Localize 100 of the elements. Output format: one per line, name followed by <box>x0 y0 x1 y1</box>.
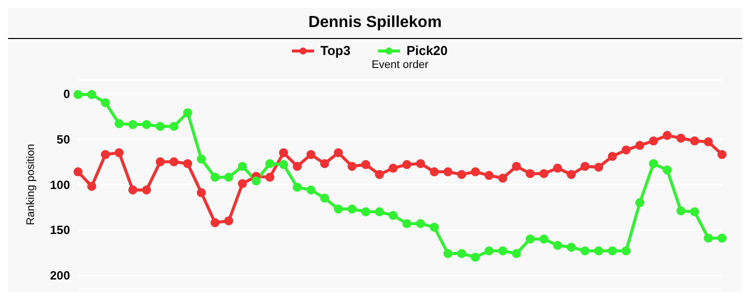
point <box>183 108 192 118</box>
point <box>635 198 644 208</box>
point <box>635 140 644 150</box>
point <box>430 167 439 176</box>
point <box>498 174 508 183</box>
y-tick-label: 0 <box>63 86 70 101</box>
point <box>334 204 343 214</box>
point <box>238 179 247 188</box>
y-tick-label: 100 <box>50 178 70 192</box>
point <box>169 122 178 131</box>
point <box>416 219 426 228</box>
point <box>648 136 658 146</box>
point <box>306 150 316 160</box>
point <box>402 219 412 228</box>
point <box>74 90 82 100</box>
point <box>114 119 124 128</box>
point <box>704 137 713 146</box>
point <box>484 170 494 180</box>
point <box>320 159 330 168</box>
point <box>348 204 357 214</box>
point <box>128 120 138 130</box>
point <box>196 154 206 164</box>
legend-label: Pick20 <box>406 43 448 58</box>
point <box>622 246 631 256</box>
point <box>580 162 590 171</box>
y-tick-label: 150 <box>50 223 70 238</box>
point <box>114 148 124 158</box>
point <box>470 252 480 262</box>
point <box>374 170 384 180</box>
point <box>416 159 426 168</box>
point <box>512 249 521 258</box>
point <box>87 90 96 100</box>
point <box>457 170 466 180</box>
point <box>498 246 508 256</box>
point <box>224 216 234 226</box>
point <box>142 185 152 194</box>
point <box>539 234 548 244</box>
point <box>566 170 576 180</box>
point <box>512 162 521 171</box>
point <box>388 164 398 173</box>
point <box>553 164 562 173</box>
point <box>238 162 247 171</box>
point <box>100 98 110 108</box>
point <box>608 152 617 161</box>
point <box>292 182 302 192</box>
x-axis-title: Event order <box>372 58 429 71</box>
point <box>690 136 700 146</box>
point <box>580 246 590 256</box>
point <box>704 234 713 243</box>
point <box>210 172 220 182</box>
point <box>690 207 700 216</box>
point <box>718 150 726 160</box>
point <box>334 148 343 158</box>
point <box>74 167 82 176</box>
point <box>320 194 330 203</box>
point <box>622 145 631 154</box>
point <box>662 165 672 174</box>
point <box>594 246 604 256</box>
point <box>128 185 138 194</box>
point <box>169 157 178 166</box>
point <box>306 185 316 194</box>
point <box>484 246 494 256</box>
point <box>457 249 466 258</box>
point <box>526 169 535 178</box>
point <box>348 162 357 171</box>
point <box>183 159 192 168</box>
point <box>443 167 452 176</box>
chart-title: Dennis Spillekom <box>8 8 742 39</box>
point <box>87 182 96 191</box>
point <box>361 160 370 170</box>
point <box>676 206 686 216</box>
point <box>100 150 110 160</box>
point <box>718 234 726 243</box>
point <box>388 210 398 220</box>
point <box>156 122 165 131</box>
y-tick-label: 50 <box>56 132 70 146</box>
point <box>374 207 384 216</box>
point <box>539 169 548 178</box>
point <box>361 207 370 216</box>
point <box>594 162 604 172</box>
point <box>252 176 261 186</box>
point <box>224 172 234 182</box>
point <box>430 222 439 232</box>
point <box>156 157 165 166</box>
point <box>265 159 274 168</box>
point <box>142 120 152 130</box>
point <box>210 218 220 228</box>
y-tick-label: 200 <box>50 268 70 283</box>
point <box>279 160 288 170</box>
point <box>566 242 576 252</box>
point <box>402 160 412 170</box>
point <box>648 159 658 168</box>
point <box>292 162 302 171</box>
point <box>553 240 562 250</box>
point <box>265 172 274 182</box>
legend-label: Top3 <box>320 43 350 58</box>
point <box>279 148 288 158</box>
point <box>196 188 206 198</box>
point <box>443 249 452 258</box>
point <box>526 234 535 244</box>
